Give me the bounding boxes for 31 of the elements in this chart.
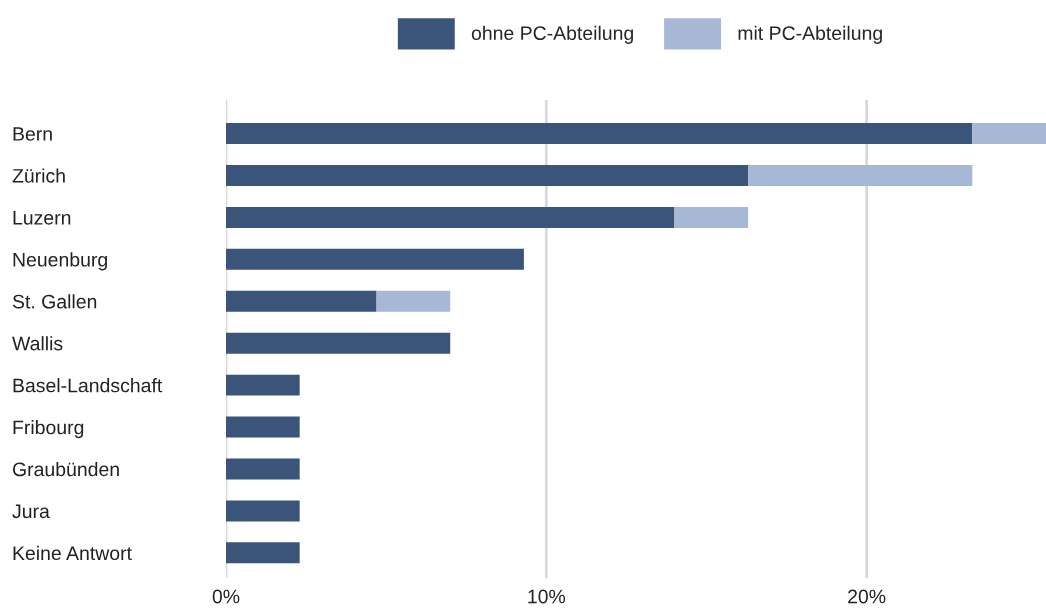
bar <box>748 164 973 186</box>
y-tick-label: Graubünden <box>12 461 119 477</box>
x-tick-label: 20% <box>848 589 886 604</box>
bar <box>226 332 451 354</box>
bar <box>226 458 300 480</box>
bar <box>226 542 300 564</box>
bar <box>226 248 524 270</box>
bar <box>226 123 973 145</box>
y-tick-label: Bern <box>13 127 52 141</box>
bar <box>226 164 749 186</box>
y-tick-label: St. Gallen <box>12 294 97 309</box>
y-tick-label: Neuenburg <box>13 252 107 271</box>
bar <box>674 206 749 228</box>
legend-label: mit PC-Abteilung <box>738 25 882 44</box>
bar <box>226 500 300 522</box>
x-tick-label: 0% <box>212 589 240 604</box>
y-tick-label: Jura <box>12 504 50 519</box>
x-tick-label: 10% <box>528 589 566 604</box>
y-tick-label: Fribourg <box>13 420 84 439</box>
bar <box>376 290 451 312</box>
bar <box>972 123 1046 145</box>
y-tick-label: Basel-Landschaft <box>13 378 163 393</box>
bar <box>226 416 300 438</box>
bar <box>226 290 377 312</box>
y-tick-label: Keine Antwort <box>13 545 132 561</box>
y-tick-label: Luzern <box>13 211 71 225</box>
y-tick-label: Wallis <box>12 336 63 351</box>
bar <box>226 206 675 228</box>
legend-label: ohne PC-Abteilung <box>471 25 633 44</box>
y-tick-label: Zürich <box>12 168 65 183</box>
bar <box>226 374 300 396</box>
